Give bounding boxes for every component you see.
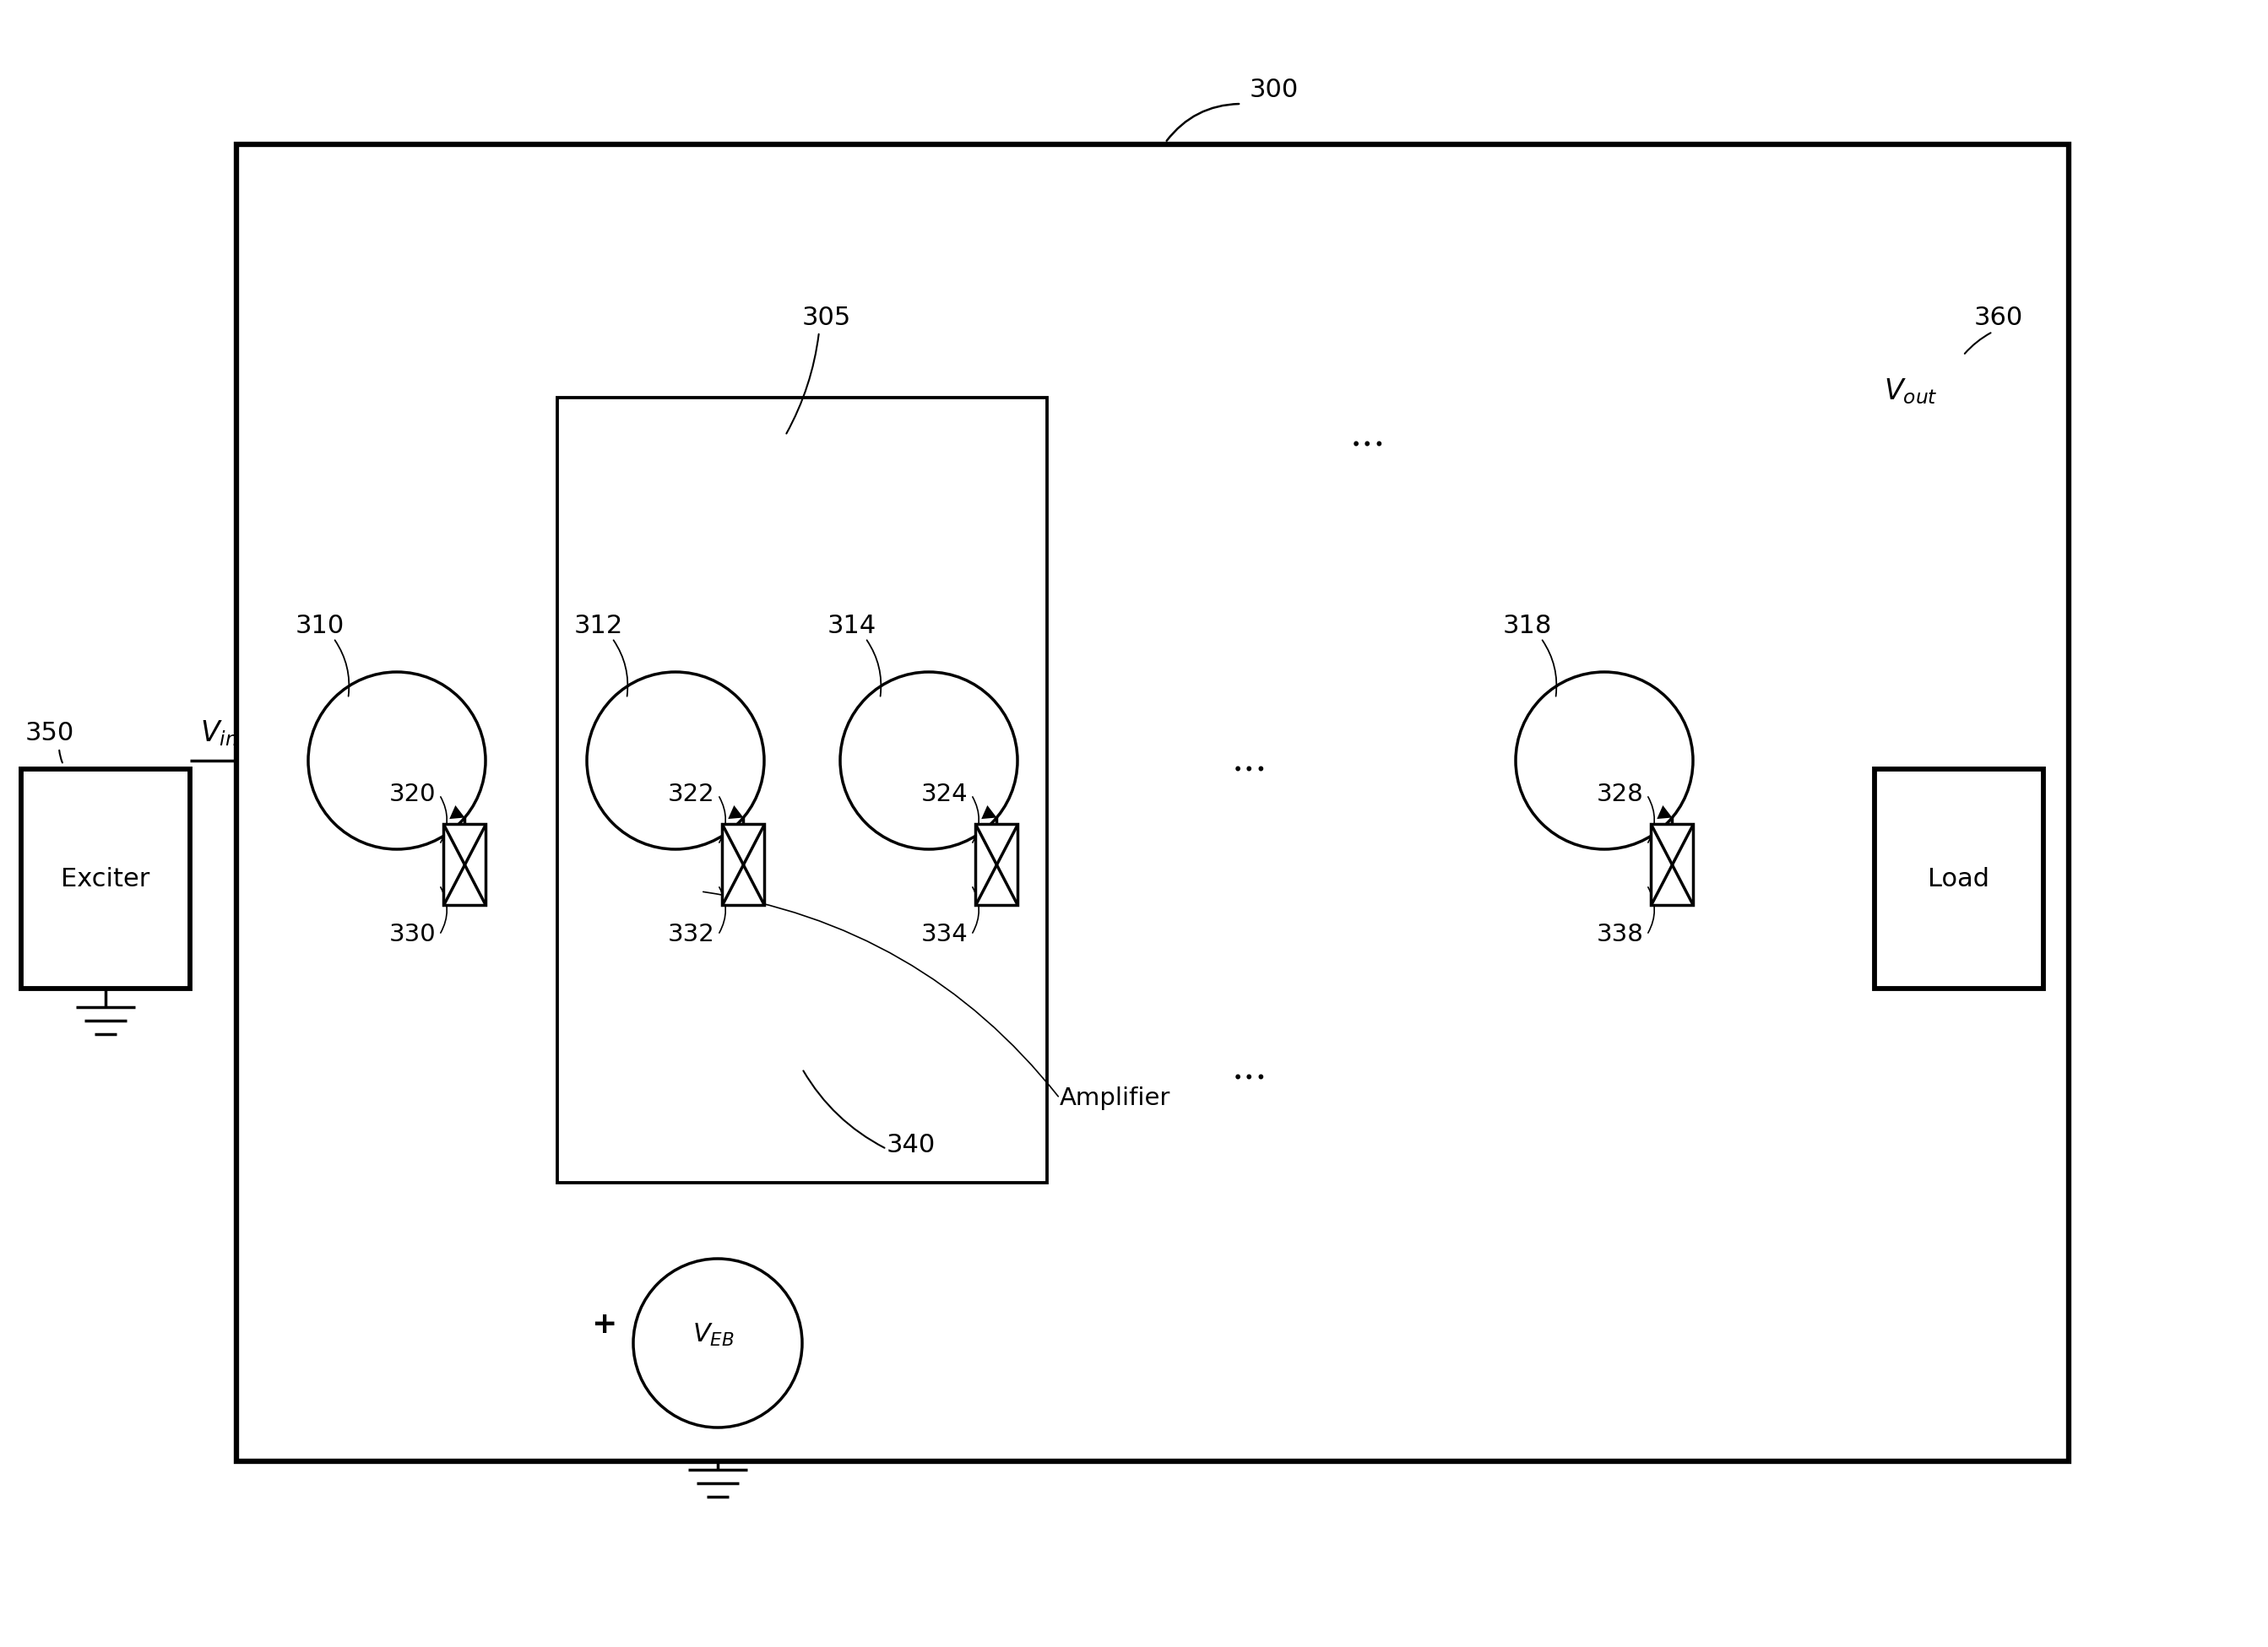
Bar: [1651, 825, 1694, 906]
Text: 318: 318: [1504, 614, 1551, 637]
Text: 332: 332: [667, 922, 714, 947]
Text: 310: 310: [295, 614, 345, 637]
Text: 350: 350: [25, 721, 75, 746]
Text: 314: 314: [828, 614, 878, 637]
Text: 320: 320: [388, 782, 435, 807]
Text: 322: 322: [667, 782, 714, 807]
Polygon shape: [728, 805, 744, 819]
Text: 334: 334: [921, 922, 968, 947]
Text: 305: 305: [803, 306, 850, 329]
Text: $V_{out}$: $V_{out}$: [1885, 377, 1937, 407]
Text: 340: 340: [887, 1133, 937, 1158]
Text: Load: Load: [1928, 866, 1989, 891]
Circle shape: [587, 672, 764, 850]
Text: 360: 360: [1973, 306, 2023, 329]
Circle shape: [839, 672, 1018, 850]
Text: +: +: [592, 1309, 617, 1339]
Text: Amplifier: Amplifier: [1059, 1087, 1170, 1110]
Circle shape: [1515, 672, 1692, 850]
Polygon shape: [982, 805, 996, 819]
Polygon shape: [1658, 805, 1672, 819]
Polygon shape: [449, 805, 465, 819]
Text: 338: 338: [1597, 922, 1644, 947]
Bar: [236, 145, 2068, 1461]
Circle shape: [633, 1258, 803, 1428]
Bar: [975, 825, 1018, 906]
Text: 330: 330: [388, 922, 435, 947]
Text: ...: ...: [1232, 1051, 1268, 1087]
Text: ...: ...: [1349, 417, 1386, 455]
Bar: [445, 825, 485, 906]
Bar: [20, 769, 191, 988]
Circle shape: [308, 672, 485, 850]
Text: 328: 328: [1597, 782, 1644, 807]
Text: $V_{EB}$: $V_{EB}$: [692, 1321, 735, 1347]
Text: 324: 324: [921, 782, 968, 807]
Text: $V_{in}$: $V_{in}$: [200, 718, 238, 748]
Bar: [558, 397, 1048, 1183]
Text: ...: ...: [1232, 743, 1268, 779]
Text: 312: 312: [574, 614, 624, 637]
Text: 300: 300: [1250, 77, 1300, 102]
Text: Exciter: Exciter: [61, 866, 150, 891]
Bar: [721, 825, 764, 906]
Bar: [1876, 769, 2043, 988]
